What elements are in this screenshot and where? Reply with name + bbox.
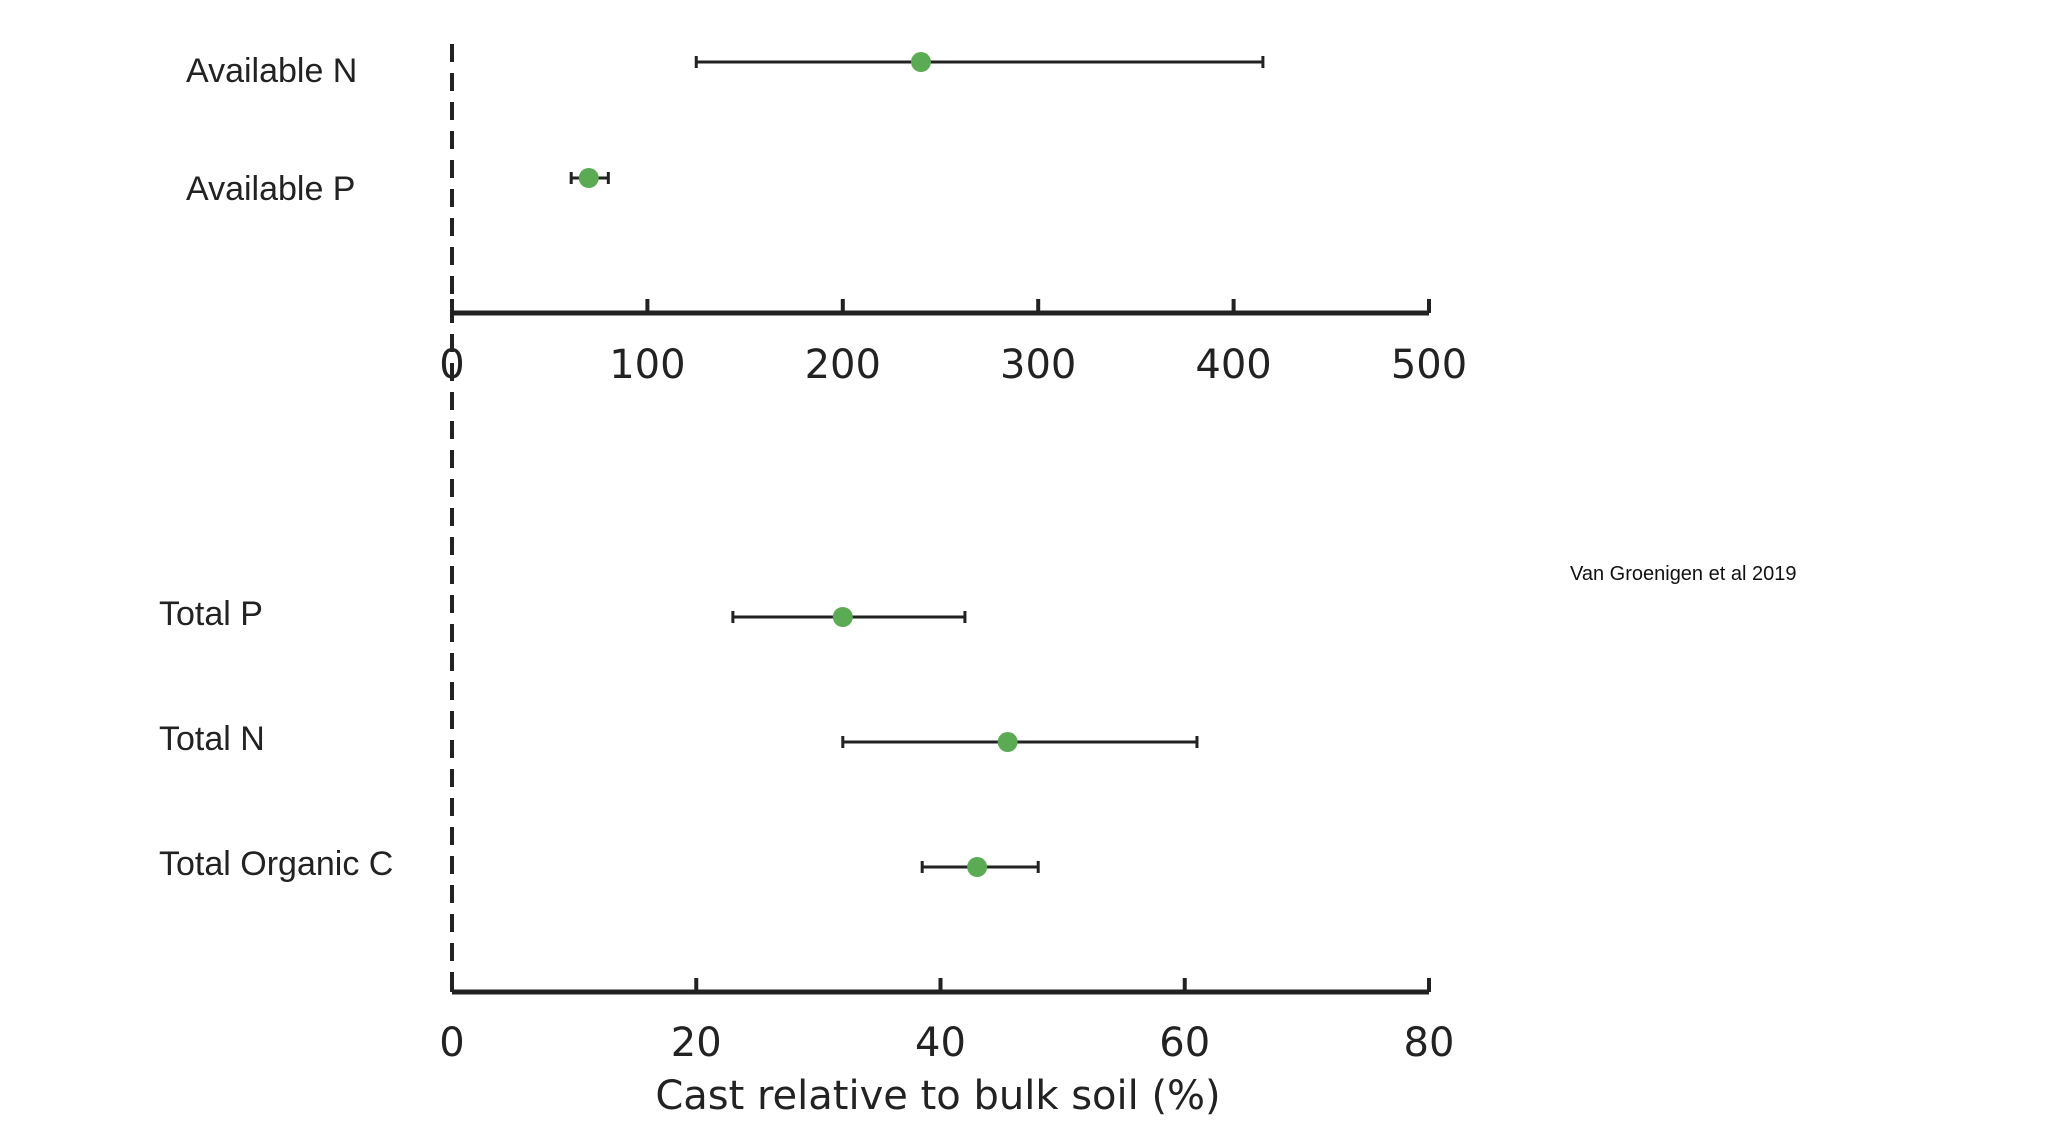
x-tick-label-bottom-3: 60 [1159,1020,1210,1066]
category-labels-top: Available N Available P [186,52,357,208]
data-point-top-0 [910,52,931,72]
data-point-top-1 [578,168,599,188]
category-label-top-1: Available P [186,170,356,208]
data-point-bottom-1 [997,732,1018,752]
x-tick-label-bottom-0: 0 [439,1020,464,1066]
category-label-bottom-0: Total P [159,595,263,633]
source-credit: Van Groenigen et al 2019 [1570,563,1796,585]
category-label-bottom-2: Total Organic C [159,845,393,883]
category-label-bottom-1: Total N [159,720,265,758]
x-tick-label-top-3: 300 [1000,342,1076,388]
x-tick-label-top-4: 400 [1195,342,1271,388]
x-tick-label-bottom-1: 20 [671,1020,722,1066]
x-tick-label-top-0: 0 [439,342,464,388]
series-bottom [731,607,1199,877]
x-ticks-bottom: 0 20 40 60 80 [439,978,1454,1066]
series-top [569,52,1265,188]
data-point-bottom-0 [832,607,853,627]
category-labels-bottom: Total P Total N Total Organic C [159,595,393,883]
x-tick-label-top-2: 200 [805,342,881,388]
x-tick-label-bottom-2: 40 [915,1020,966,1066]
x-tick-label-top-5: 500 [1391,342,1467,388]
data-point-bottom-2 [967,857,988,877]
x-ticks-top: 0 100 200 300 400 500 [439,299,1467,388]
x-tick-label-top-1: 100 [609,342,685,388]
x-tick-label-bottom-4: 80 [1404,1020,1455,1066]
x-axis-title: Cast relative to bulk soil (%) [655,1073,1220,1119]
category-label-top-0: Available N [186,52,357,90]
panel-top: 0 100 200 300 400 500 Available N Available P [186,52,1467,388]
